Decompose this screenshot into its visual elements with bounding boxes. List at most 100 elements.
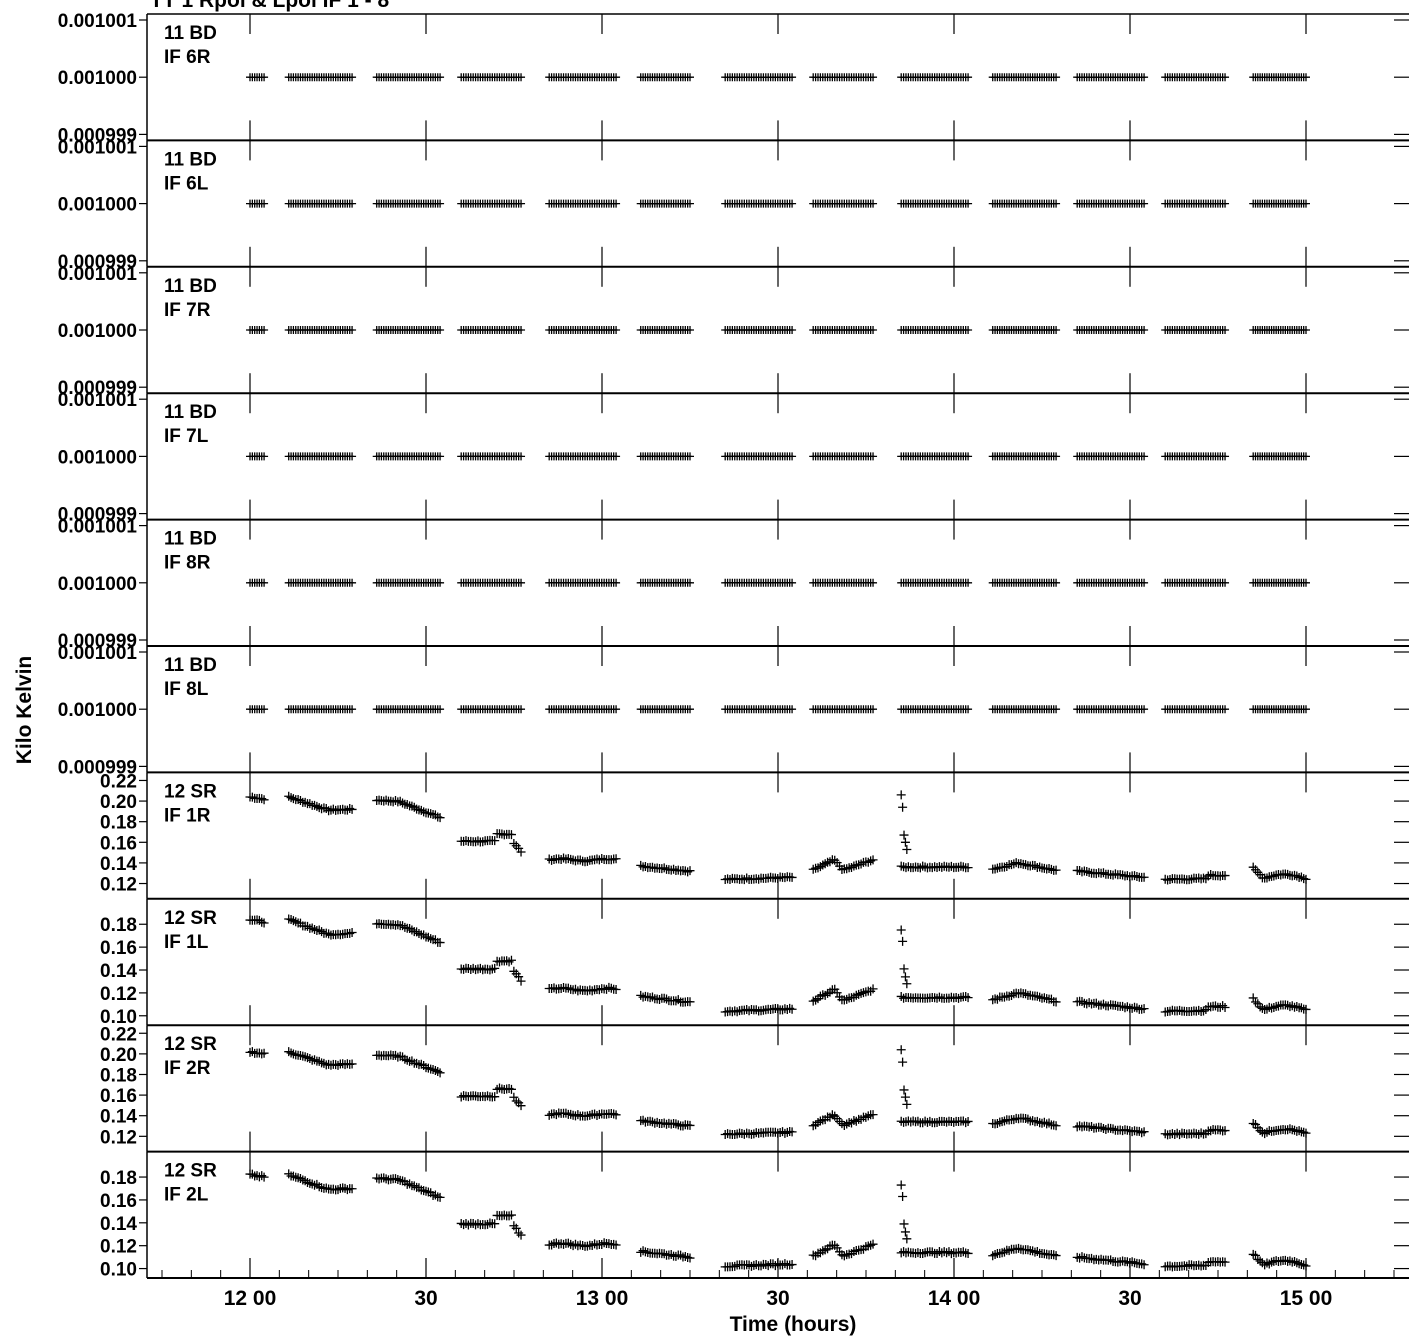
data-point: [1130, 871, 1140, 881]
data-point: [551, 1110, 561, 1120]
data-point: [412, 1058, 422, 1068]
data-point: [725, 875, 735, 885]
data-point: [1082, 866, 1092, 876]
data-point: [1016, 988, 1026, 998]
data-point: [898, 802, 908, 812]
panel-label: IF 1L: [164, 932, 209, 953]
y-tick-label: 0.001000: [58, 321, 137, 342]
data-point: [1030, 861, 1040, 871]
data-point: [896, 925, 906, 935]
data-point: [788, 73, 797, 82]
x-tick-label: 15 00: [1280, 1287, 1333, 1310]
data-point: [964, 73, 973, 82]
data-point: [1049, 1250, 1059, 1260]
data-point: [992, 1118, 1002, 1128]
data-point: [300, 797, 310, 807]
data-point: [409, 1181, 419, 1191]
data-point: [436, 73, 445, 82]
data-point: [604, 1239, 614, 1249]
data-point: [1032, 1247, 1042, 1257]
plot-panel: 0.220.200.180.160.140.12 12 SR IF 2R: [100, 1024, 1409, 1153]
data-point: [511, 1223, 521, 1233]
data-point: [398, 921, 408, 931]
data-point: [314, 1182, 324, 1192]
data-point: [732, 1007, 742, 1017]
data-point: [811, 995, 821, 1005]
data-point: [839, 1251, 849, 1261]
data-point: [333, 1060, 343, 1070]
data-point: [866, 856, 876, 866]
data-point: [1301, 1128, 1311, 1138]
data-point: [1194, 1005, 1204, 1015]
data-point: [900, 1227, 910, 1237]
data-point: [920, 1248, 930, 1258]
data-point: [868, 855, 878, 865]
data-point: [902, 845, 912, 855]
data-point: [1039, 993, 1049, 1003]
panel-label: 12 SR: [164, 781, 217, 802]
y-tick-label: 0.20: [100, 1045, 137, 1066]
panel-label: IF 2R: [164, 1058, 211, 1079]
y-tick-label: 0.12: [100, 984, 137, 1005]
data-point: [785, 1003, 795, 1013]
data-point: [400, 922, 410, 932]
data-point: [808, 996, 818, 1006]
data-point: [899, 1085, 909, 1095]
data-point: [1290, 1257, 1300, 1267]
x-tick-label: 30: [414, 1287, 437, 1310]
data-point: [896, 1180, 906, 1190]
data-point: [348, 326, 357, 334]
data-point: [686, 199, 694, 208]
data-point: [946, 861, 956, 871]
y-tick-label: 0.001001: [58, 390, 138, 411]
data-point: [1248, 1249, 1258, 1259]
data-point: [1087, 1253, 1097, 1263]
data-point: [504, 957, 514, 967]
data-point: [398, 798, 408, 808]
data-point: [1269, 1003, 1279, 1013]
data-point: [416, 1059, 426, 1069]
data-point: [1140, 705, 1149, 714]
data-point: [866, 986, 876, 996]
data-point: [961, 992, 971, 1002]
y-tick-label: 0.22: [100, 1024, 137, 1045]
data-point: [298, 1051, 308, 1061]
data-point: [430, 1066, 440, 1076]
data-point: [1251, 997, 1260, 1007]
y-tick-label: 0.001001: [58, 11, 138, 32]
data-point: [390, 1050, 400, 1060]
data-point: [1285, 1124, 1295, 1134]
data-point: [964, 705, 973, 714]
data-point: [293, 795, 303, 805]
data-point: [869, 452, 878, 461]
data-point: [563, 983, 573, 993]
data-point: [398, 1176, 408, 1186]
plot-panel: 0.001001 0.001000 0.000999 11 BD IF 8R: [58, 517, 1409, 652]
data-point: [1140, 452, 1149, 461]
data-point: [1002, 861, 1012, 871]
data-point: [1294, 1126, 1304, 1136]
data-point: [1051, 1251, 1061, 1261]
data-point: [1106, 1255, 1116, 1265]
data-point: [259, 795, 269, 805]
data-point: [516, 847, 526, 857]
data-point: [395, 796, 405, 806]
data-point: [517, 73, 526, 82]
data-series: [246, 199, 1310, 208]
data-point: [1014, 1243, 1024, 1253]
data-point: [1221, 452, 1230, 461]
data-point: [490, 1092, 500, 1102]
y-tick-label: 0.16: [100, 1191, 137, 1212]
data-point: [284, 1169, 294, 1179]
data-point: [435, 1068, 445, 1078]
data-point: [517, 452, 526, 461]
data-point: [788, 578, 797, 587]
data-point: [1296, 872, 1306, 882]
y-tick-label: 0.10: [100, 1260, 137, 1281]
data-point: [899, 1219, 909, 1229]
data-point: [964, 452, 973, 461]
y-tick-label: 0.18: [100, 813, 137, 834]
data-point: [483, 1091, 493, 1101]
data-point: [686, 326, 694, 334]
plot-panel: 0.001001 0.001000 0.000999 11 BD IF 7R: [58, 264, 1409, 399]
